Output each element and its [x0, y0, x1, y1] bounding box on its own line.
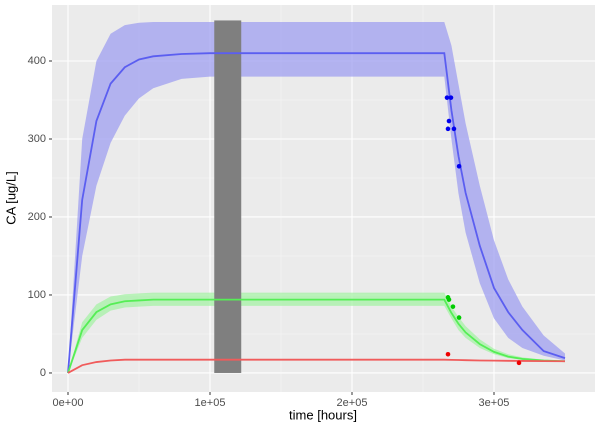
x-tick-label: 2e+05	[337, 397, 368, 409]
data-point	[444, 95, 450, 100]
y-tick-label: 300	[28, 133, 46, 145]
shaded-region	[214, 20, 242, 373]
x-tick-label: 1e+05	[195, 397, 226, 409]
data-point	[446, 118, 452, 124]
ribbon	[68, 22, 565, 373]
x-tick-label: 3e+05	[479, 397, 510, 409]
y-tick-label: 200	[28, 211, 46, 223]
y-tick-label: 100	[28, 289, 46, 301]
data-point	[445, 126, 451, 132]
data-point	[445, 351, 451, 357]
data-point	[446, 297, 452, 302]
data-point	[456, 315, 462, 320]
y-tick-label: 0	[40, 367, 46, 379]
data-point	[451, 126, 457, 132]
data-point	[516, 360, 522, 366]
data-point	[450, 304, 456, 309]
data-point	[456, 163, 462, 169]
data-point	[448, 95, 454, 100]
y-tick-label: 400	[28, 55, 46, 67]
line	[67, 358, 566, 374]
line	[67, 52, 566, 374]
line	[67, 298, 566, 374]
y-axis-title: CA [ug/L]	[3, 171, 18, 224]
x-axis-title: time [hours]	[289, 407, 357, 422]
x-tick-label: 0e+00	[53, 397, 84, 409]
